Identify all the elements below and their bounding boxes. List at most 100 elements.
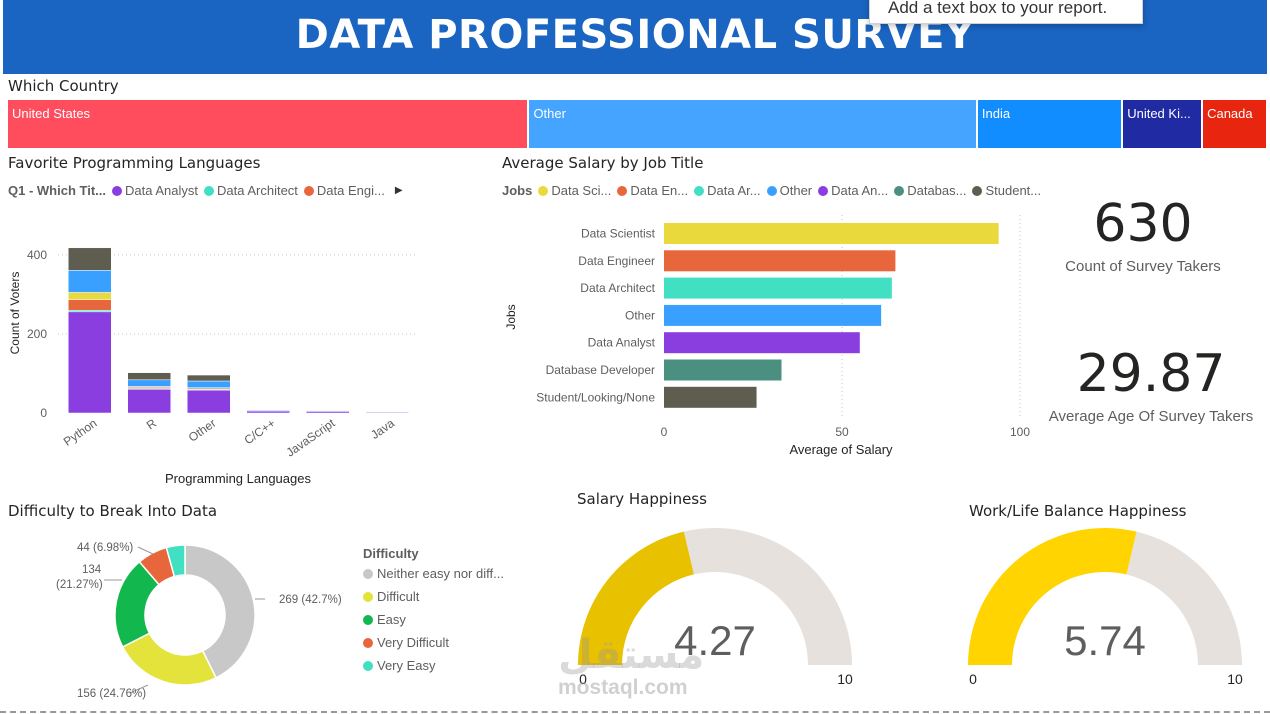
watermark-arabic: مستقل bbox=[558, 632, 705, 678]
bar-segment-python-0[interactable] bbox=[68, 311, 112, 414]
y-tick-label: Data Analyst bbox=[588, 336, 656, 350]
legend-dot bbox=[363, 660, 373, 671]
bar-data-analyst[interactable] bbox=[664, 332, 860, 354]
legend-dot bbox=[818, 185, 829, 196]
legend-dot bbox=[972, 185, 983, 196]
difficulty-legend-item-0[interactable]: Neither easy nor diff... bbox=[363, 566, 504, 581]
gauge-track bbox=[1126, 531, 1242, 665]
bar-database-developer[interactable] bbox=[664, 359, 782, 381]
salary-legend[interactable]: Jobs Data Sci... Data En... Data Ar... Othe… bbox=[502, 183, 1047, 198]
bar-segment-other-4[interactable] bbox=[187, 380, 231, 388]
y-tick-label: Data Scientist bbox=[581, 227, 656, 241]
difficulty-title: Difficulty to Break Into Data bbox=[8, 502, 218, 520]
country-treemap[interactable]: United States Other India United Ki... Canad… bbox=[8, 100, 1266, 148]
bar-data-architect[interactable] bbox=[664, 277, 892, 299]
legend-label: Other bbox=[779, 183, 813, 198]
count-card-value: 630 bbox=[1093, 194, 1193, 254]
salary-happiness-gauge[interactable]: 4.27 0 10 bbox=[560, 515, 870, 695]
country-cell-3[interactable]: United Ki... bbox=[1123, 100, 1204, 148]
legend-item-data-architect[interactable]: Data Architect bbox=[203, 183, 298, 198]
legend-label: Data Engi... bbox=[316, 183, 385, 198]
country-cell-0[interactable]: United States bbox=[8, 100, 530, 148]
bar-segment-python-4[interactable] bbox=[68, 270, 112, 293]
difficulty-donut-chart[interactable]: 269 (42.7%) 156 (24.76%) 134 (21.27%) 44 (6.… bbox=[0, 525, 360, 705]
languages-legend[interactable]: Q1 - Which Tit... Data Analyst Data Arch… bbox=[8, 183, 403, 198]
salary-legend-item-2[interactable]: Data Ar... bbox=[694, 183, 761, 198]
bar-student-looking-none[interactable] bbox=[664, 386, 757, 408]
bar-segment-r-0[interactable] bbox=[127, 389, 171, 414]
bar-data-scientist[interactable] bbox=[664, 223, 999, 244]
y-axis-label: Count of Voters bbox=[8, 272, 22, 355]
x-tick-label: 100 bbox=[1010, 425, 1030, 439]
donut-slice-4[interactable] bbox=[165, 544, 186, 578]
gauge-fill[interactable] bbox=[968, 528, 1137, 665]
difficulty-legend[interactable]: Difficulty Neither easy nor diff... Diffi… bbox=[363, 546, 504, 681]
bar-data-engineer[interactable] bbox=[664, 250, 896, 272]
salary-legend-item-0[interactable]: Data Sci... bbox=[538, 183, 611, 198]
legend-label: Easy bbox=[377, 612, 406, 627]
donut-slice-0[interactable] bbox=[184, 544, 256, 679]
data-label-easy: 134 bbox=[82, 564, 102, 576]
gauge-min-label: 0 bbox=[969, 671, 977, 687]
difficulty-legend-item-1[interactable]: Difficult bbox=[363, 589, 504, 604]
data-label-easy-pct: (21.27%) bbox=[56, 579, 103, 591]
legend-dot bbox=[203, 185, 214, 196]
legend-label: Data Sci... bbox=[551, 183, 612, 198]
x-tick-label: Python bbox=[61, 416, 100, 449]
bar-segment-r-5[interactable] bbox=[127, 372, 171, 381]
legend-dot bbox=[363, 614, 373, 625]
add-textbox-tooltip: Add a text box to your report. bbox=[869, 0, 1143, 24]
data-label-neither: 269 (42.7%) bbox=[279, 594, 342, 606]
legend-dot bbox=[363, 591, 373, 602]
legend-dot bbox=[617, 185, 628, 196]
country-title: Which Country bbox=[8, 77, 119, 95]
salary-legend-item-6[interactable]: Student... bbox=[972, 183, 1041, 198]
bar-segment-r-4[interactable] bbox=[127, 379, 171, 387]
legend-dot bbox=[363, 637, 373, 648]
salary-happiness-title: Salary Happiness bbox=[577, 490, 707, 508]
legend-next-arrow-icon[interactable]: ▶ bbox=[394, 185, 403, 196]
gauge-fill[interactable] bbox=[578, 531, 694, 665]
x-tick-label: C/C++ bbox=[242, 416, 278, 447]
difficulty-legend-item-2[interactable]: Easy bbox=[363, 612, 504, 627]
age-card-label: Average Age Of Survey Takers bbox=[1048, 408, 1254, 425]
salary-chart[interactable]: 0 50 100 Data Scientist Data Engineer Data Ar… bbox=[495, 200, 1040, 465]
bar-segment-other-5[interactable] bbox=[187, 374, 231, 382]
bar-segment-other-0[interactable] bbox=[187, 389, 231, 414]
data-label-very-difficult: 44 (6.98%) bbox=[77, 542, 133, 554]
salary-title: Average Salary by Job Title bbox=[502, 154, 704, 172]
difficulty-legend-item-3[interactable]: Very Difficult bbox=[363, 635, 504, 650]
salary-legend-item-4[interactable]: Data An... bbox=[818, 183, 888, 198]
legend-dot bbox=[538, 185, 549, 196]
salary-legend-item-1[interactable]: Data En... bbox=[617, 183, 688, 198]
legend-label: Very Difficult bbox=[377, 635, 450, 650]
salary-legend-item-5[interactable]: Databas... bbox=[894, 183, 966, 198]
bar-segment-python-2[interactable] bbox=[68, 299, 112, 311]
legend-dot bbox=[766, 185, 777, 196]
legend-item-data-engineer[interactable]: Data Engi... bbox=[303, 183, 385, 198]
country-cell-2[interactable]: India bbox=[977, 100, 1124, 148]
worklife-happiness-gauge[interactable]: 5.74 0 10 bbox=[950, 515, 1260, 695]
legend-dot bbox=[363, 568, 373, 579]
age-card-value: 29.87 bbox=[1076, 344, 1226, 404]
donut-slice-1[interactable] bbox=[121, 632, 218, 686]
legend-dot bbox=[303, 185, 314, 196]
worklife-happiness-title: Work/Life Balance Happiness bbox=[969, 502, 1187, 520]
y-tick-label: Other bbox=[625, 308, 655, 322]
y-tick-label: Database Developer bbox=[546, 363, 655, 377]
difficulty-legend-item-4[interactable]: Very Easy bbox=[363, 658, 504, 673]
legend-item-data-analyst[interactable]: Data Analyst bbox=[111, 183, 198, 198]
bar-segment-c-c--0[interactable] bbox=[246, 410, 290, 414]
country-cell-4[interactable]: Canada bbox=[1203, 100, 1266, 148]
legend-label: Data Analyst bbox=[124, 183, 198, 198]
bar-segment-python-3[interactable] bbox=[68, 292, 112, 300]
gauge-track bbox=[683, 528, 852, 665]
salary-legend-item-3[interactable]: Other bbox=[766, 183, 813, 198]
bar-other[interactable] bbox=[664, 304, 882, 326]
page-title: DATA PROFESSIONAL SURVEY bbox=[295, 12, 975, 58]
country-cell-1[interactable]: Other bbox=[529, 100, 978, 148]
languages-title: Favorite Programming Languages bbox=[8, 154, 261, 172]
legend-dot bbox=[694, 185, 705, 196]
bar-segment-python-5[interactable] bbox=[68, 247, 112, 271]
